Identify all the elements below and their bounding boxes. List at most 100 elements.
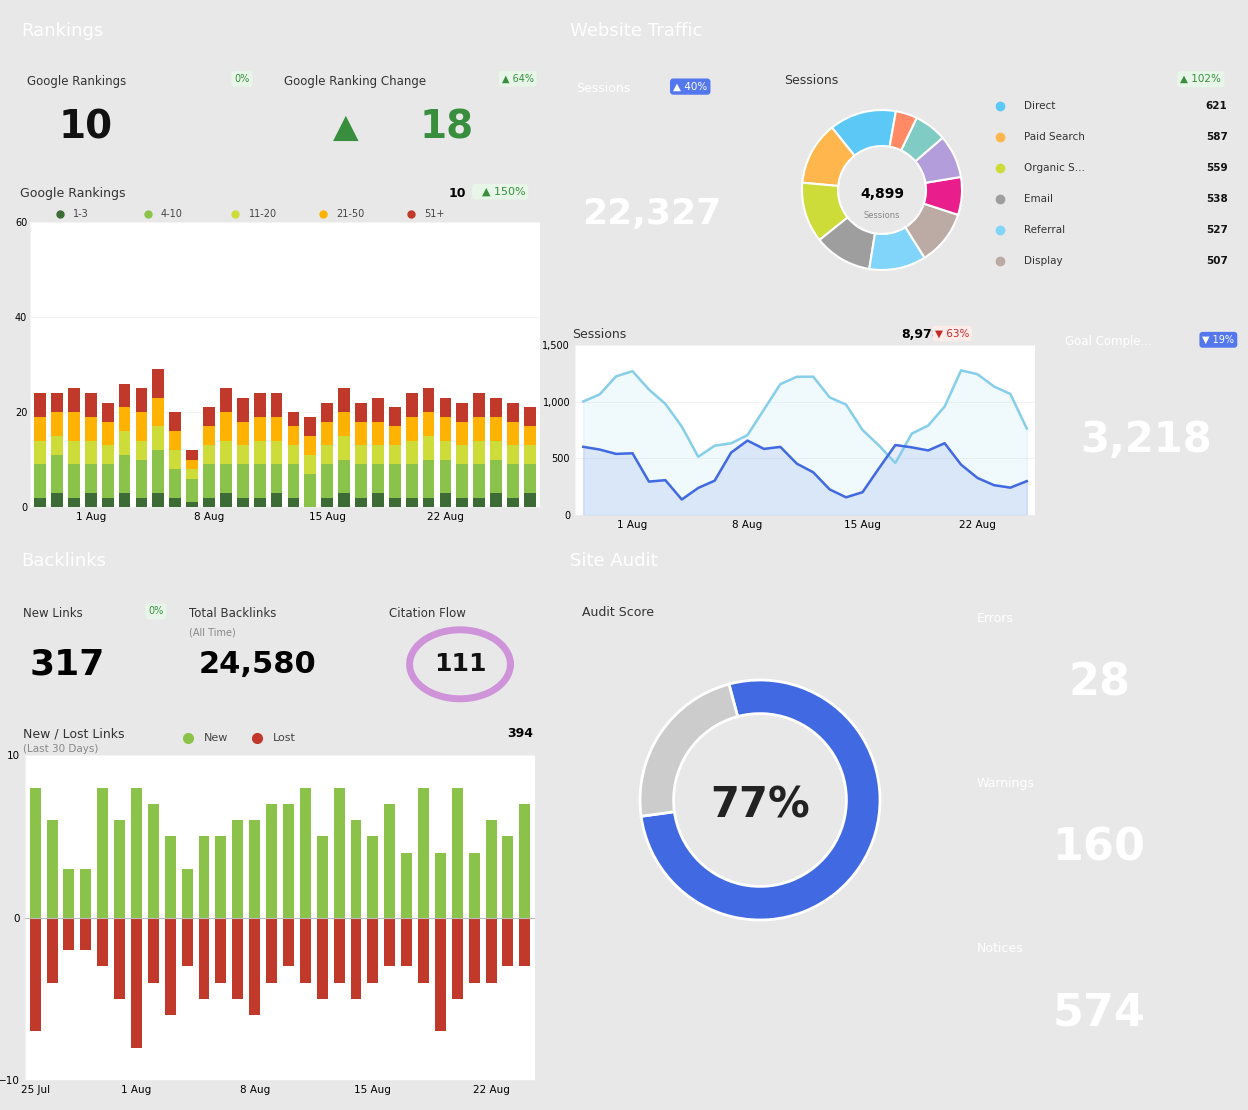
Bar — [136, 388, 147, 412]
Bar — [473, 416, 485, 441]
Text: 394: 394 — [507, 727, 533, 740]
Bar — [389, 426, 401, 445]
Bar — [271, 416, 282, 441]
Bar — [406, 441, 418, 464]
Bar — [356, 497, 367, 507]
Bar — [253, 441, 266, 464]
Text: Google Ranking Change: Google Ranking Change — [283, 74, 426, 88]
Bar — [507, 464, 519, 497]
Bar — [147, 918, 158, 982]
Wedge shape — [890, 111, 917, 150]
Text: New: New — [203, 733, 228, 743]
Text: Google Rankings: Google Rankings — [20, 186, 126, 200]
Bar — [507, 497, 519, 507]
Bar — [485, 918, 497, 982]
Text: 527: 527 — [1206, 225, 1228, 235]
Wedge shape — [915, 138, 961, 183]
Text: Google Rankings: Google Rankings — [26, 74, 126, 88]
Text: Paid Search: Paid Search — [1023, 132, 1085, 142]
Text: Notices: Notices — [977, 941, 1023, 955]
Text: 77%: 77% — [710, 785, 810, 827]
Bar — [186, 460, 198, 470]
Bar — [119, 407, 131, 431]
Bar — [182, 918, 192, 966]
Text: 4,899: 4,899 — [860, 186, 904, 201]
Bar — [490, 460, 502, 493]
Bar — [287, 445, 300, 464]
Bar — [389, 497, 401, 507]
Bar — [51, 455, 62, 493]
Bar — [119, 431, 131, 455]
Bar — [253, 393, 266, 416]
Bar — [321, 422, 333, 445]
Bar — [102, 464, 114, 497]
Text: Warnings: Warnings — [977, 777, 1035, 789]
Bar — [237, 397, 248, 422]
Bar — [253, 497, 266, 507]
Wedge shape — [832, 110, 896, 155]
Bar — [485, 820, 497, 918]
Text: 160: 160 — [1052, 827, 1146, 869]
Text: 507: 507 — [1206, 256, 1228, 266]
Wedge shape — [924, 176, 962, 215]
Bar — [220, 464, 232, 493]
Bar — [170, 412, 181, 431]
Bar — [457, 422, 468, 445]
Text: 587: 587 — [1206, 132, 1228, 142]
Bar — [64, 869, 75, 918]
Bar — [165, 918, 176, 1015]
Bar — [131, 918, 142, 1048]
Text: Site Audit: Site Audit — [570, 552, 658, 569]
Bar — [283, 918, 295, 966]
Bar — [490, 416, 502, 441]
Bar — [102, 403, 114, 422]
Bar — [136, 460, 147, 497]
Bar — [232, 820, 243, 918]
Bar — [119, 455, 131, 493]
Bar — [271, 493, 282, 507]
Bar — [186, 478, 198, 502]
Bar — [300, 918, 311, 982]
Bar — [114, 918, 125, 999]
Bar — [372, 464, 384, 493]
Bar — [152, 426, 165, 450]
Bar — [457, 497, 468, 507]
Bar — [136, 441, 147, 460]
Text: 559: 559 — [1206, 163, 1228, 173]
Bar — [418, 918, 429, 982]
Wedge shape — [906, 203, 958, 258]
Bar — [457, 403, 468, 422]
Bar — [317, 836, 328, 918]
Bar — [401, 852, 412, 918]
Bar — [182, 869, 192, 918]
Bar — [436, 918, 446, 1031]
Text: 574: 574 — [1052, 991, 1146, 1035]
Text: 28: 28 — [1068, 662, 1129, 705]
Text: Lost: Lost — [272, 733, 296, 743]
Text: ▼ 19%: ▼ 19% — [1202, 335, 1234, 345]
Text: Sessions: Sessions — [864, 211, 900, 220]
Bar — [490, 397, 502, 416]
Bar — [170, 497, 181, 507]
Bar — [34, 464, 46, 497]
Bar — [439, 441, 452, 460]
Bar — [524, 407, 535, 426]
Bar — [30, 787, 41, 918]
Bar — [237, 464, 248, 497]
Bar — [170, 450, 181, 470]
Text: (All Time): (All Time) — [190, 627, 236, 637]
Bar — [406, 416, 418, 441]
Text: Citation Flow: Citation Flow — [389, 607, 467, 619]
Bar — [524, 493, 535, 507]
Bar — [457, 464, 468, 497]
Bar — [372, 445, 384, 464]
Bar — [423, 460, 434, 497]
Bar — [80, 869, 91, 918]
Bar — [507, 445, 519, 464]
Bar — [67, 388, 80, 412]
Bar — [389, 407, 401, 426]
Bar — [67, 441, 80, 464]
Bar — [80, 918, 91, 950]
Text: 538: 538 — [1206, 194, 1228, 204]
Bar — [469, 852, 479, 918]
